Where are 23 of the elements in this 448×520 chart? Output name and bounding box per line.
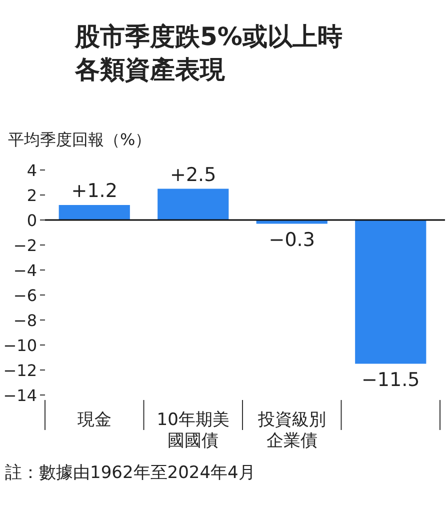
bar xyxy=(355,220,426,364)
y-tick-label: −14 xyxy=(3,386,37,405)
y-tick-label: −6 xyxy=(13,286,37,305)
chart-title: 股市季度跌5%或以上時各類資產表現 xyxy=(74,22,342,84)
y-tick-label: 4 xyxy=(26,161,37,180)
y-tick-label: 0 xyxy=(26,211,37,230)
bar xyxy=(58,205,130,220)
y-tick-label: −10 xyxy=(3,336,37,355)
y-tick-label: −12 xyxy=(3,361,37,380)
y-tick-label: 2 xyxy=(26,186,37,205)
data-label: −11.5 xyxy=(362,368,420,391)
data-label: −0.3 xyxy=(268,228,315,251)
x-tick-label: 現金 xyxy=(77,410,112,430)
data-label: +1.2 xyxy=(71,180,118,202)
x-tick-label: 10年期美國國債 xyxy=(156,410,230,451)
text: 註：數據由1962年至2024年4月 xyxy=(5,463,256,483)
y-axis-title: 平均季度回報（%） xyxy=(8,130,152,149)
data-label: +2.5 xyxy=(170,164,216,186)
x-tick-label: 投資級別企業債 xyxy=(256,410,326,451)
y-tick-label: −8 xyxy=(13,311,37,330)
y-tick-label: −4 xyxy=(13,261,37,280)
y-tick-label: −2 xyxy=(13,236,37,255)
bar xyxy=(158,188,229,220)
